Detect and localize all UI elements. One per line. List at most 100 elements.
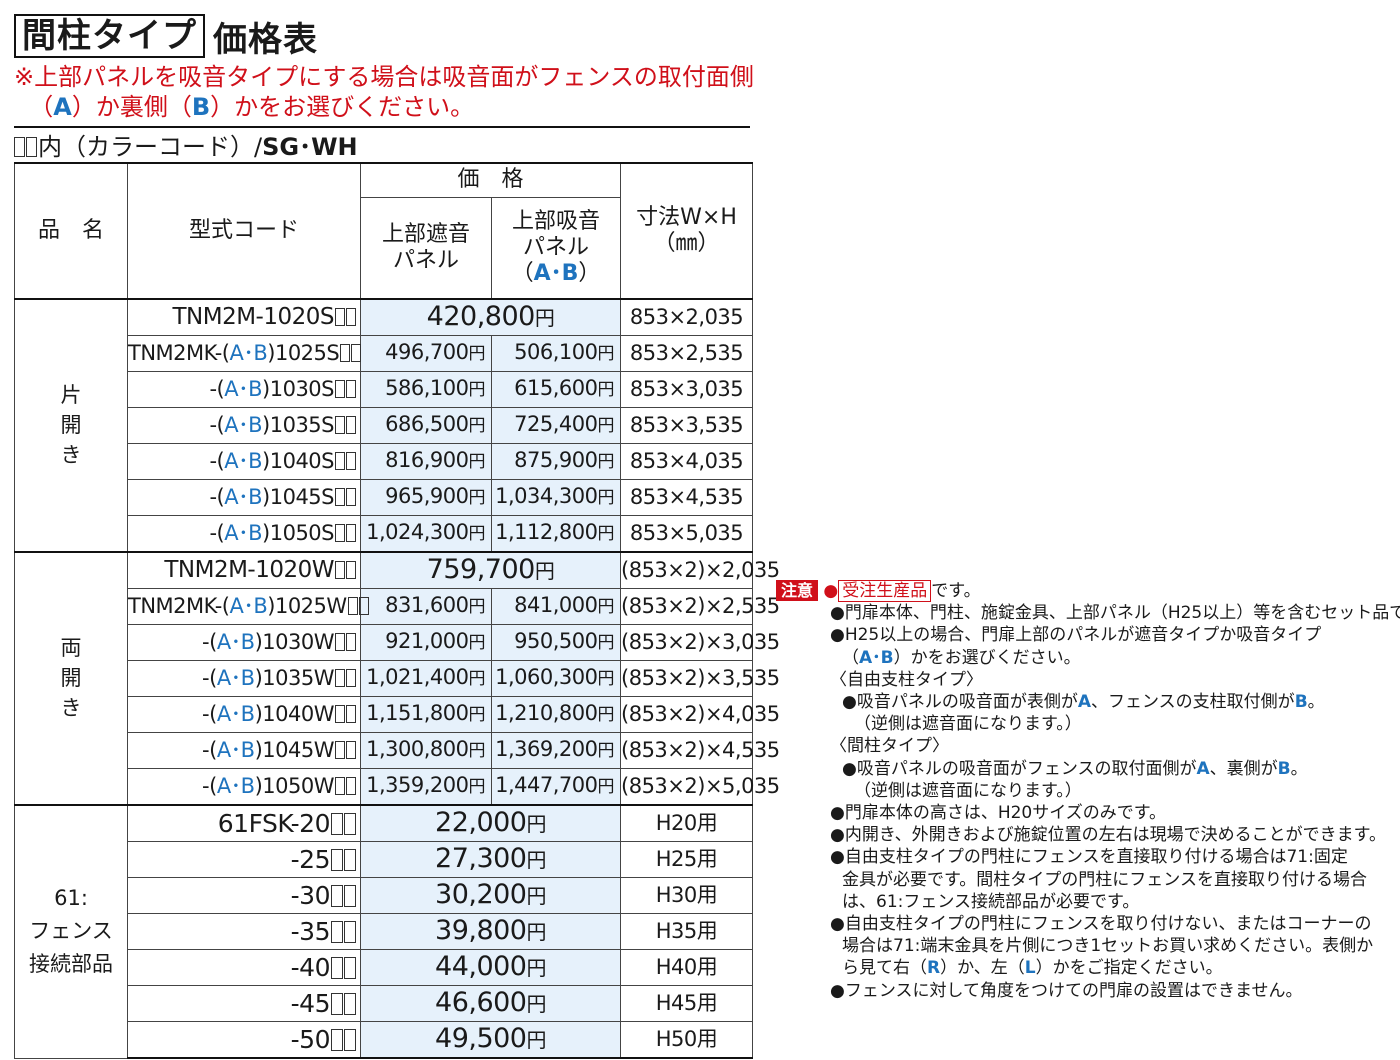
price-value: 965,900 [385, 484, 469, 508]
paren: （ [842, 647, 859, 668]
model-code: -(A･B)1030W [127, 624, 361, 661]
header-absorb-l3: （A･B） [492, 261, 620, 287]
color-code-box [344, 1029, 356, 1051]
model-code: -(A･B)1035W [127, 660, 361, 697]
size-cell: 853×2,035 [620, 298, 754, 336]
price-value: 1,359,200 [366, 773, 469, 797]
code-text: 61FSK-20 [217, 809, 331, 838]
code-suffix: )1045S [262, 485, 334, 509]
free-a: A [1077, 692, 1092, 713]
yen-unit: 円 [468, 452, 486, 472]
price-value: 46,600 [435, 987, 527, 1018]
price-absorb: 1,034,300円 [490, 479, 622, 516]
color-code-box [335, 524, 345, 542]
notes-panel: 注意 ● 受注生産品 です。 ●門扉本体、門柱、施錠金具、上部パネル（H25以上）等… [776, 580, 1400, 1002]
table-row: -(A･B)1040W 1,151,800円 1,210,800円 (853×2)×4… [15, 696, 780, 733]
model-code: -(A･B)1040W [127, 696, 361, 733]
code-prefix: TNM2M-1020S [172, 304, 334, 330]
price-absorb: 506,100円 [490, 335, 622, 372]
note-ab: A･B [859, 647, 894, 668]
price-shade: 1,151,800円 [360, 696, 492, 733]
price-value: 1,447,700 [495, 773, 598, 797]
model-code: TNM2M-1020S [127, 298, 361, 336]
table-row: -50 49,500円 H50用 [15, 1021, 754, 1059]
size-cell: 853×4,035 [620, 443, 754, 480]
yen-unit: 円 [468, 597, 486, 617]
size-cell: (853×2)×4,535 [620, 732, 780, 769]
table-row: -(A･B)1030S 586,100円 615,600円 853×3,035 [15, 371, 754, 408]
fence-code: -45 [127, 985, 361, 1022]
price-value: 1,034,300 [495, 484, 598, 508]
price-merged: 759,700円 [359, 551, 622, 589]
code-ab: A･B [229, 594, 268, 618]
yen-unit: 円 [597, 741, 615, 761]
color-code-box [346, 705, 356, 723]
size-cell: 853×2,535 [620, 335, 754, 372]
color-code-box [344, 885, 356, 907]
size-cell: (853×2)×5,035 [620, 768, 780, 806]
code-suffix: )1050W [254, 774, 335, 798]
title-row: 間柱タイプ 価格表 [14, 14, 754, 60]
model-code: TNM2M-1020W [127, 551, 361, 589]
code-suffix: )1035W [254, 666, 335, 690]
paren-open: （ [511, 260, 534, 286]
free-type-heading: 〈自由支柱タイプ〉 [830, 669, 983, 690]
price-merged: 49,500円 [359, 1021, 622, 1059]
code-prefix: -( [202, 702, 217, 726]
color-code-box [331, 885, 343, 907]
color-code-box [351, 344, 362, 362]
note-2b: （A･B）かをお選びください。 [830, 647, 1376, 669]
table-row: -45 46,600円 H45用 [15, 985, 754, 1022]
header-size-l2: （㎜） [653, 231, 720, 256]
yen-unit: 円 [597, 524, 615, 544]
size-cell: (853×2)×3,535 [620, 660, 780, 697]
price-merged: 44,000円 [359, 949, 622, 986]
price-value: 1,151,800 [366, 701, 469, 725]
color-code-box [344, 957, 356, 979]
color-code-box [331, 993, 343, 1015]
price-value: 22,000 [435, 807, 527, 838]
price-value: 49,500 [435, 1023, 527, 1054]
price-value: 816,900 [385, 448, 469, 472]
table-row: -30 30,200円 H30用 [15, 877, 754, 914]
price-shade: 686,500円 [360, 407, 492, 444]
code-suffix: )1025S [267, 341, 340, 365]
notes-body: ●門扉本体、門柱、施錠金具、上部パネル（H25以上）等を含むセット品です。 ●H… [776, 602, 1400, 1002]
made-to-order-label: 受注生産品 [838, 580, 932, 602]
table-row: -35 39,800円 H35用 [15, 913, 754, 950]
note-r: R [927, 958, 941, 979]
size-cell: H30用 [620, 877, 754, 914]
color-code-box [335, 380, 345, 398]
code-ab: A･B [216, 630, 255, 654]
notice-a: A [53, 93, 72, 121]
yen-unit: 円 [468, 344, 486, 364]
header-size-l1: 寸法W×H [636, 205, 737, 230]
group-fence: 61: フェンス 接続部品 [14, 804, 128, 1059]
color-code-box [26, 137, 37, 157]
price-merged: 39,800円 [359, 913, 622, 950]
code-text: -40 [290, 953, 331, 982]
price-absorb: 1,210,800円 [490, 696, 622, 733]
yen-unit: 円 [597, 597, 615, 617]
code-text: -35 [290, 917, 331, 946]
code-suffix: )1050S [262, 521, 334, 545]
price-absorb: 1,112,800円 [490, 515, 622, 553]
code-prefix: -( [209, 377, 225, 401]
color-code-box [346, 777, 356, 795]
color-code-box [346, 380, 356, 398]
size-cell: H35用 [620, 913, 754, 950]
note-5-3: は、61:フェンス接続部品が必要です。 [842, 891, 1140, 912]
note-7: ●フェンスに対して角度をつけての門扉の設置はできません。 [830, 980, 1303, 1001]
color-code-box [346, 488, 356, 506]
model-code: -(A･B)1045W [127, 732, 361, 769]
code-ab: A･B [224, 413, 263, 437]
price-shade: 586,100円 [360, 371, 492, 408]
note-6-mid: ）か、左（ [940, 958, 1025, 979]
price-value: 1,024,300 [366, 520, 469, 544]
size-cell: H50用 [620, 1021, 754, 1059]
table-row: -(A･B)1030W 921,000円 950,500円 (853×2)×3,035 [15, 624, 780, 661]
color-code-box [335, 308, 345, 326]
bullet-icon: ● [823, 581, 839, 601]
code-prefix: TNM2M-1020W [164, 557, 334, 583]
yen-unit: 円 [597, 344, 615, 364]
